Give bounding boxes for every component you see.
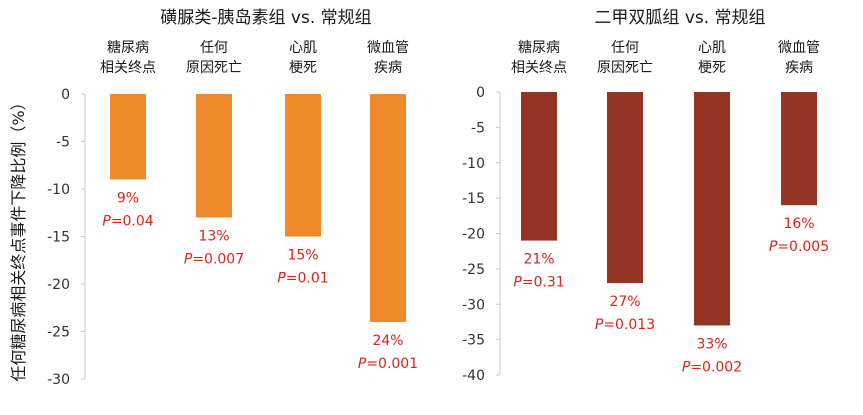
p-symbol: P	[595, 317, 604, 333]
y-axis-label: 任何糖尿病相关终点事件下降比例（%）	[9, 94, 28, 381]
p-symbol: P	[358, 356, 367, 372]
y-tick-label: -5	[471, 120, 485, 136]
category-label: 任何	[611, 40, 639, 56]
bar	[521, 92, 557, 241]
y-tick-label: 0	[61, 87, 70, 103]
chart-title: 磺脲类-胰岛素组 vs. 常规组	[160, 8, 371, 28]
chart-sulfonylurea-insulin: 磺脲类-胰岛素组 vs. 常规组 0 -5 -10 -15 -20 -25 -30 糖尿病相关终…	[47, 8, 418, 388]
category-label: 糖尿病	[107, 40, 149, 56]
category-label: 心肌	[698, 40, 726, 56]
p-equals: =	[777, 239, 789, 255]
chart-title: 二甲双胍组 vs. 常规组	[594, 8, 765, 28]
y-tick-label: -30	[47, 372, 70, 388]
category-label: 微血管	[367, 40, 409, 56]
category-label: 糖尿病	[518, 40, 560, 56]
bar	[607, 92, 643, 284]
p-value-label: P=0.01	[277, 271, 328, 287]
bar	[196, 94, 232, 218]
p-equals: =	[366, 356, 378, 372]
p-value: 0.002	[702, 359, 742, 375]
bar-percent-label: 16%	[783, 216, 814, 232]
y-tick-label: 0	[476, 85, 485, 101]
p-symbol: P	[513, 275, 522, 291]
y-tick-label: -20	[462, 227, 485, 243]
bar-percent-label: 24%	[372, 333, 403, 349]
category-label: 梗死	[698, 60, 726, 76]
p-value: 0.01	[298, 271, 329, 287]
p-value-label: P=0.04	[102, 214, 153, 230]
p-value-label: P=0.002	[682, 359, 742, 375]
category-label: 相关终点	[511, 60, 567, 76]
p-equals: =	[603, 317, 615, 333]
chart-metformin: 二甲双胍组 vs. 常规组 0 -5 -10 -15 -20 -25 -30 -35 -40 糖尿病…	[462, 8, 829, 384]
y-tick-label: -25	[462, 262, 485, 278]
y-tick-label: -10	[47, 182, 70, 198]
bar-percent-label: 13%	[198, 229, 229, 245]
p-symbol: P	[184, 252, 193, 268]
bar	[285, 94, 321, 237]
y-tick-label: -15	[462, 191, 485, 207]
bar-percent-label: 21%	[523, 252, 554, 268]
bar	[110, 94, 146, 180]
p-value: 0.001	[378, 356, 418, 372]
y-tick-label: -10	[462, 156, 485, 172]
bar-percent-label: 9%	[117, 191, 139, 207]
y-tick-label: -25	[47, 325, 70, 341]
bar-percent-label: 27%	[609, 294, 640, 310]
p-value-label: P=0.31	[513, 275, 564, 291]
category-label: 原因死亡	[186, 60, 242, 76]
p-value-label: P=0.005	[769, 239, 829, 255]
y-tick-label: -30	[462, 297, 485, 313]
p-symbol: P	[277, 271, 286, 287]
p-value: 0.013	[615, 317, 655, 333]
p-equals: =	[286, 271, 298, 287]
category-label: 疾病	[374, 60, 402, 76]
category-label: 原因死亡	[597, 60, 653, 76]
bar	[694, 92, 730, 326]
p-value-label: P=0.007	[184, 252, 244, 268]
category-label: 疾病	[785, 60, 813, 76]
p-value-label: P=0.013	[595, 317, 655, 333]
y-tick-label: -40	[462, 368, 485, 384]
category-label: 相关终点	[100, 60, 156, 76]
p-value-label: P=0.001	[358, 356, 418, 372]
p-symbol: P	[102, 214, 111, 230]
p-symbol: P	[682, 359, 691, 375]
category-label: 心肌	[289, 40, 317, 56]
bar	[370, 94, 406, 322]
p-value: 0.31	[534, 275, 565, 291]
y-tick-label: -20	[47, 277, 70, 293]
y-tick-label: -35	[462, 333, 485, 349]
bar-percent-label: 33%	[696, 336, 727, 352]
p-value: 0.007	[204, 252, 244, 268]
p-equals: =	[690, 359, 702, 375]
bar-percent-label: 15%	[287, 248, 318, 264]
category-label: 任何	[200, 40, 228, 56]
p-equals: =	[111, 214, 123, 230]
p-symbol: P	[769, 239, 778, 255]
y-tick-label: -5	[56, 135, 70, 151]
p-equals: =	[522, 275, 534, 291]
p-value: 0.04	[123, 214, 154, 230]
p-value: 0.005	[789, 239, 829, 255]
y-tick-label: -15	[47, 230, 70, 246]
bar	[781, 92, 817, 206]
p-equals: =	[192, 252, 204, 268]
category-label: 梗死	[289, 60, 317, 76]
category-label: 微血管	[778, 40, 820, 56]
